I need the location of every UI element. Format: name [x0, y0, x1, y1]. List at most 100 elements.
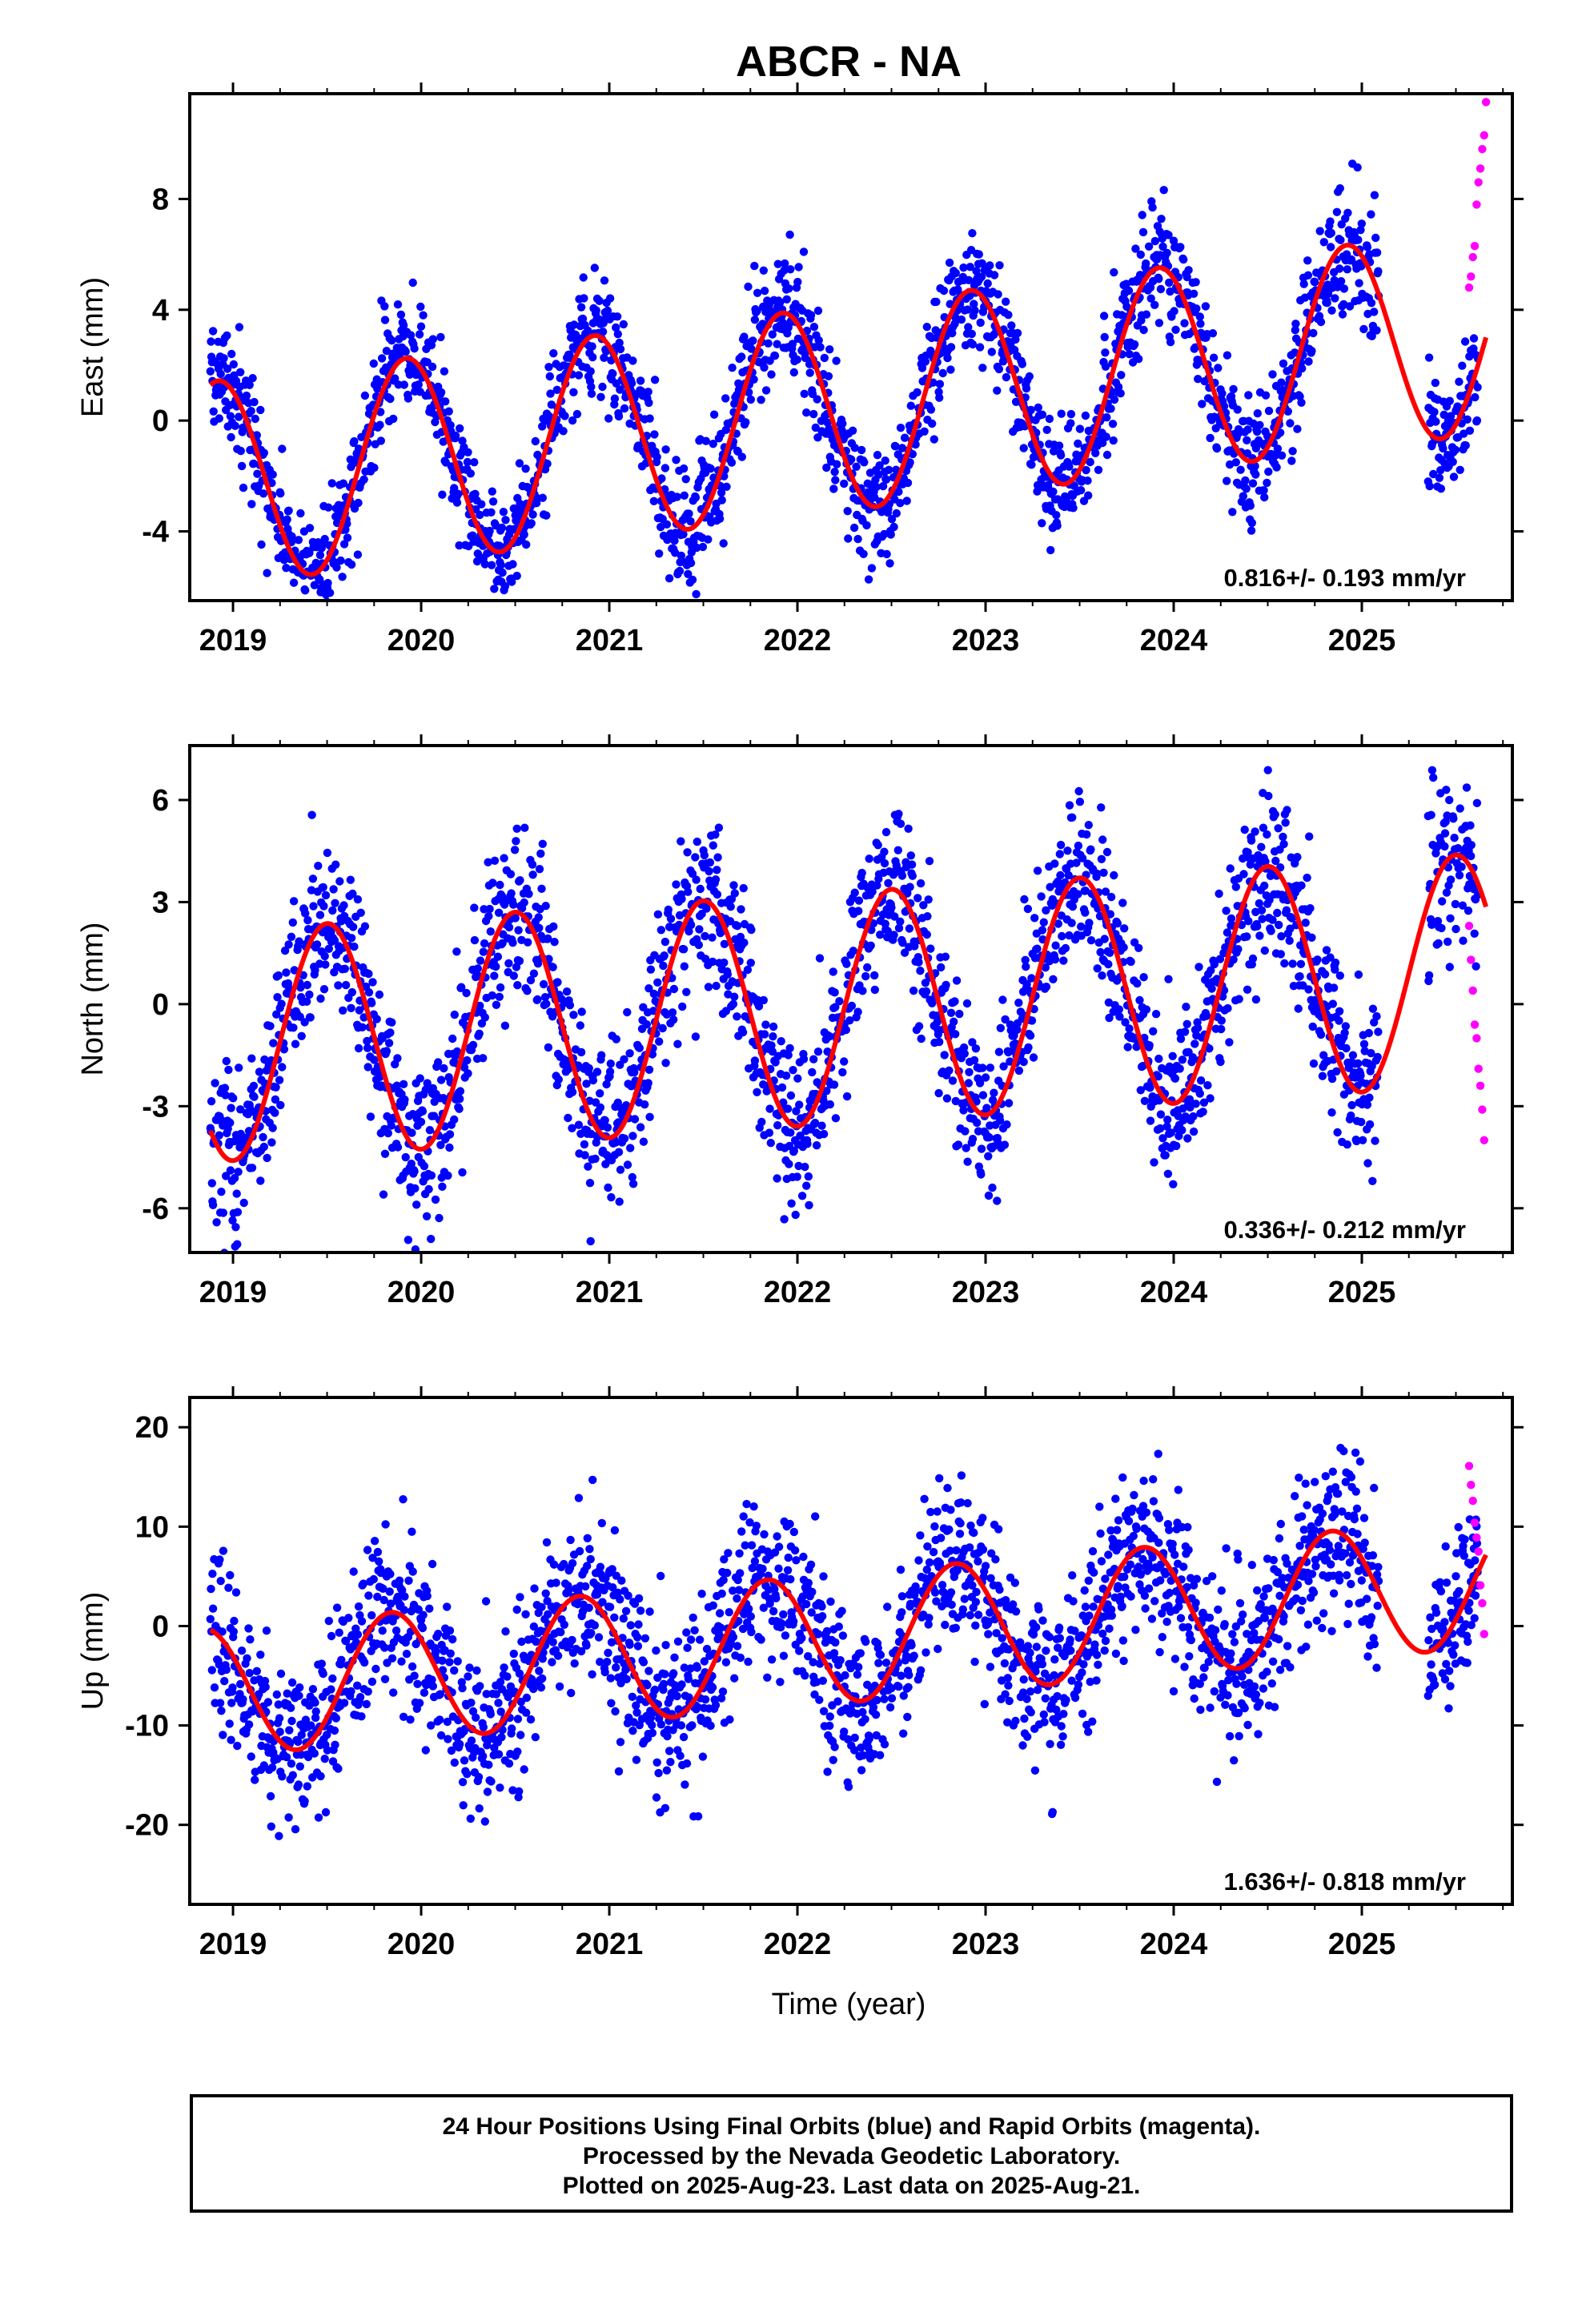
- data-point: [840, 479, 849, 489]
- data-point: [237, 461, 247, 471]
- data-point: [830, 988, 839, 997]
- data-point: [208, 327, 218, 336]
- data-point: [436, 388, 446, 397]
- data-point: [471, 489, 480, 498]
- data-point: [1319, 238, 1329, 247]
- data-point: [993, 1196, 1002, 1205]
- data-point: [1311, 278, 1319, 287]
- data-point: [1004, 1099, 1014, 1108]
- data-point: [363, 1043, 372, 1052]
- data-point: [440, 1063, 448, 1073]
- data-point: [456, 1087, 465, 1096]
- data-point: [711, 875, 721, 884]
- data-point: [1450, 834, 1459, 842]
- data-point: [1354, 235, 1363, 244]
- data-point: [510, 846, 520, 854]
- data-point: [297, 1031, 306, 1041]
- data-point: [443, 1602, 452, 1611]
- data-point: [1151, 1010, 1161, 1019]
- data-point: [275, 1076, 284, 1084]
- data-point: [630, 1115, 640, 1124]
- data-point: [376, 408, 385, 416]
- data-point: [799, 1055, 809, 1063]
- data-point: [822, 1087, 831, 1096]
- data-point: [1138, 227, 1148, 237]
- data-point: [285, 1726, 294, 1735]
- data-point: [1427, 766, 1437, 774]
- data-point: [704, 983, 713, 991]
- data-point: [1164, 231, 1173, 239]
- data-point: [761, 386, 771, 395]
- data-point: [802, 1181, 811, 1190]
- data-point: [370, 463, 379, 472]
- data-point: [701, 931, 709, 941]
- data-point: [549, 922, 558, 931]
- data-point: [1059, 956, 1068, 965]
- data-point: [1223, 1003, 1232, 1013]
- data-point: [321, 960, 330, 969]
- data-point: [797, 1192, 807, 1200]
- data-point: [278, 444, 287, 453]
- data-point: [998, 995, 1007, 1004]
- data-point: [559, 427, 568, 436]
- data-point: [1328, 999, 1338, 1008]
- data-point: [384, 1039, 394, 1047]
- data-point: [314, 862, 323, 870]
- data-point: [269, 1039, 278, 1047]
- data-point: [553, 978, 562, 987]
- data-point: [1374, 267, 1383, 275]
- data-point: [733, 922, 742, 931]
- data-point: [317, 1659, 326, 1668]
- data-point: [1168, 1051, 1177, 1061]
- data-point: [791, 1210, 800, 1220]
- data-point: [1229, 384, 1238, 394]
- data-point: [330, 1726, 339, 1735]
- data-point: [590, 263, 599, 272]
- rapid-data-point: [1464, 922, 1474, 931]
- data-point: [410, 1671, 419, 1680]
- data-point: [1139, 325, 1148, 335]
- data-point: [215, 1699, 225, 1707]
- data-point: [1370, 191, 1379, 199]
- data-point: [1316, 317, 1326, 327]
- data-point: [1114, 383, 1123, 392]
- data-point: [1046, 545, 1055, 555]
- data-point: [806, 311, 816, 320]
- data-point: [206, 1614, 215, 1624]
- data-point: [464, 1069, 472, 1078]
- data-point: [783, 1104, 793, 1113]
- data-point: [372, 1015, 381, 1023]
- data-point: [902, 497, 911, 505]
- data-point: [480, 939, 489, 948]
- data-point: [995, 261, 1004, 270]
- data-point: [548, 963, 557, 971]
- data-point: [354, 1043, 363, 1053]
- data-point: [1293, 853, 1302, 862]
- data-point: [414, 380, 423, 389]
- data-point: [1106, 948, 1114, 958]
- data-point: [921, 357, 930, 366]
- data-point: [905, 458, 914, 467]
- data-point: [500, 1021, 510, 1031]
- data-point: [612, 1138, 620, 1147]
- data-point: [715, 514, 725, 523]
- data-point: [724, 990, 733, 999]
- data-point: [793, 355, 801, 364]
- data-point: [713, 853, 722, 862]
- data-point: [970, 306, 979, 315]
- data-point: [677, 551, 686, 561]
- data-point: [957, 315, 966, 324]
- data-point: [586, 367, 595, 376]
- data-point: [1077, 486, 1086, 495]
- data-point: [445, 1626, 455, 1635]
- east-x-ticks: 2019 2020 2021 2022 2023 2024 2025: [199, 82, 1504, 657]
- data-point: [239, 1198, 248, 1208]
- data-point: [946, 1008, 956, 1018]
- data-point: [272, 1010, 281, 1019]
- rapid-data-point: [1481, 98, 1491, 107]
- data-point: [951, 268, 961, 278]
- data-point: [1329, 983, 1339, 992]
- data-point: [872, 482, 881, 492]
- data-point: [316, 994, 325, 1003]
- data-point: [300, 1796, 309, 1806]
